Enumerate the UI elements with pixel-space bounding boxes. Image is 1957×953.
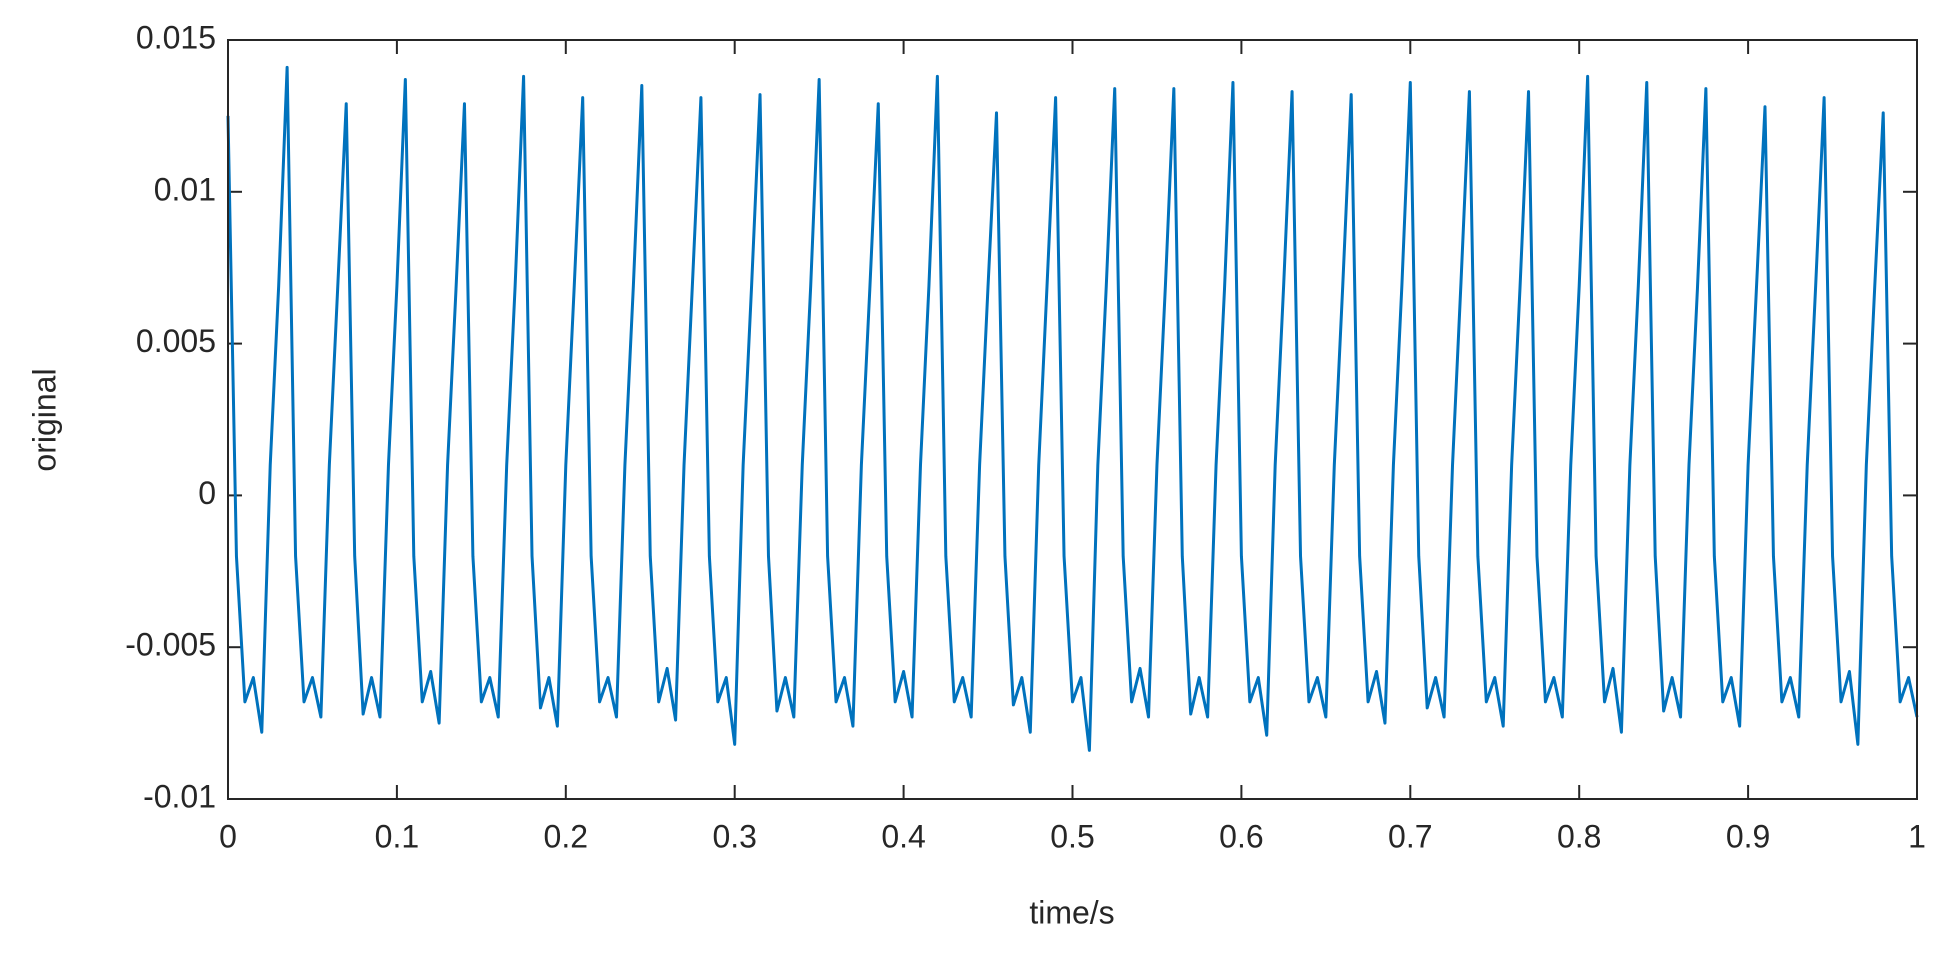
y-axis-label: original [26, 368, 62, 471]
x-tick-label: 0.7 [1388, 818, 1432, 854]
x-tick-label: 0.3 [712, 818, 756, 854]
x-tick-label: 0 [219, 818, 237, 854]
x-tick-label: 0.9 [1726, 818, 1770, 854]
x-tick-label: 1 [1908, 818, 1926, 854]
x-tick-label: 0.5 [1050, 818, 1094, 854]
x-tick-label: 0.4 [881, 818, 925, 854]
x-tick-label: 0.8 [1557, 818, 1601, 854]
plot-frame [227, 39, 1918, 800]
x-tick-label: 0.1 [375, 818, 419, 854]
y-tick-label: 0.005 [136, 323, 216, 359]
x-tick-label: 0.6 [1219, 818, 1263, 854]
y-tick-label: 0.01 [154, 171, 216, 207]
y-tick-label: -0.005 [125, 627, 216, 663]
y-tick-label: 0 [198, 475, 216, 511]
y-tick-label: -0.01 [143, 778, 216, 814]
x-tick-label: 0.2 [544, 818, 588, 854]
y-tick-label: 0.015 [136, 19, 216, 55]
data-line [226, 65, 1919, 752]
x-axis-label: time/s [1029, 894, 1114, 930]
